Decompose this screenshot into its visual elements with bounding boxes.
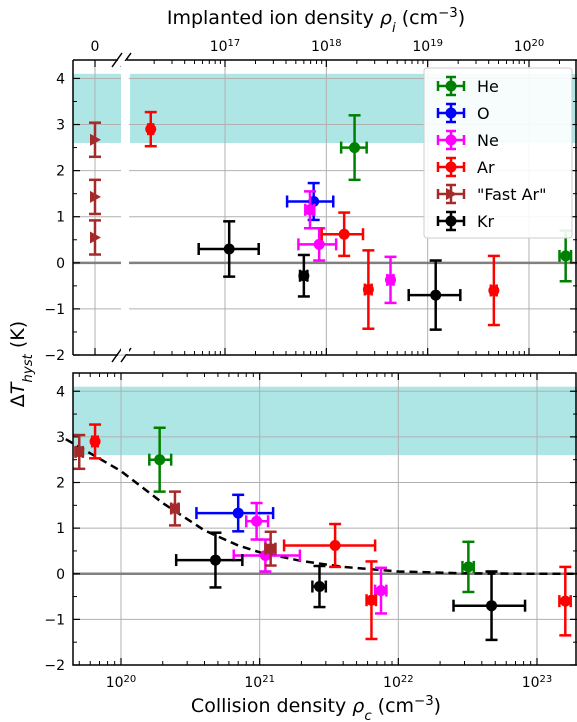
series-fastar-bottom [73, 433, 277, 567]
x-tick-label-top: 0 [91, 39, 100, 55]
data-point [90, 231, 101, 244]
y-tick-label: 1 [56, 210, 65, 226]
data-point [559, 595, 571, 607]
series-ar-bottom [89, 423, 572, 641]
legend-marker [445, 107, 457, 119]
data-point [560, 250, 572, 262]
legend-label: O [477, 104, 490, 123]
data-point [298, 270, 310, 282]
legend-marker [445, 134, 457, 146]
data-point [89, 435, 101, 447]
data-point [313, 581, 325, 593]
series-o-bottom [195, 493, 275, 533]
data-point [486, 600, 498, 612]
data-point [385, 274, 397, 286]
legend-label: Kr [477, 212, 494, 231]
legend-marker [445, 161, 457, 173]
legend-marker [445, 215, 457, 227]
x-tick-label-top: 1020 [514, 38, 545, 56]
series-ne-bottom [232, 501, 388, 615]
y-tick-label: 0 [56, 567, 65, 583]
data-point [349, 142, 361, 154]
data-point [251, 515, 263, 527]
x-axis-label-top: Implanted ion density ρi (cm−3) [167, 6, 465, 36]
legend-label: Ne [477, 131, 499, 150]
axis-break-gap [121, 61, 129, 354]
legend: He O Ne Ar "Fast Ar" Kr [423, 67, 573, 239]
x-tick-label-top: 1018 [311, 38, 342, 56]
legend-label: He [477, 77, 499, 96]
data-point [488, 284, 500, 296]
x-tick-label-top: 1017 [210, 38, 241, 56]
x-tick-label-top: 1019 [412, 38, 443, 56]
data-point [430, 289, 442, 301]
data-point [74, 446, 85, 457]
x-tick-label-bottom: 1022 [383, 674, 414, 692]
x-axis-label-bottom: Collision density ρc (cm−3) [191, 694, 441, 722]
data-point [329, 539, 341, 551]
legend-marker [445, 80, 457, 92]
series-fastar-top [89, 121, 101, 256]
data-point [313, 238, 325, 250]
axis-break-mark [111, 52, 123, 68]
data-point [232, 507, 244, 519]
y-axis-label: ΔThyst (K) [7, 321, 36, 407]
y-tick-label: 0 [56, 256, 65, 272]
data-point [362, 284, 374, 296]
data-point [365, 594, 377, 606]
y-tick-label: −1 [44, 302, 65, 318]
y-tick-label: 3 [56, 118, 65, 134]
data-point [462, 561, 474, 573]
axis-break-mark [111, 347, 123, 363]
axis-break-mark [120, 347, 132, 363]
bottom-axis-frame [72, 372, 577, 666]
x-tick-label-bottom: 1023 [522, 674, 553, 692]
y-tick-label: 1 [56, 521, 65, 537]
data-point [375, 585, 387, 597]
legend-label: "Fast Ar" [477, 185, 546, 204]
data-point [265, 543, 276, 554]
x-tick-label-bottom: 1021 [244, 674, 275, 692]
y-tick-label: −1 [44, 612, 65, 628]
data-point [154, 454, 166, 466]
y-tick-label: 4 [56, 71, 65, 87]
legend-box [423, 67, 573, 239]
data-point [338, 228, 350, 240]
shaded-band-left [73, 73, 121, 143]
data-point [209, 554, 221, 566]
series-he-bottom [148, 426, 476, 594]
x-tick-label-bottom: 1020 [106, 674, 137, 692]
series-kr-top [197, 220, 462, 331]
data-point [223, 243, 235, 255]
shaded-band [73, 386, 577, 456]
series-ar-top [144, 110, 500, 330]
series-he-top [339, 114, 573, 283]
data-point [169, 503, 180, 514]
bottom-panel: −2 −1 0 1 2 3 4 [44, 373, 577, 674]
data-point [145, 123, 157, 135]
y-tick-label: −2 [44, 348, 65, 364]
data-point [90, 133, 101, 146]
y-tick-label: 2 [56, 476, 65, 492]
legend-marker [446, 188, 457, 200]
series-ne-top [297, 190, 397, 305]
fit-curve [65, 438, 577, 576]
data-point [90, 190, 101, 203]
series-kr-bottom [174, 531, 527, 642]
y-tick-label: 2 [56, 164, 65, 180]
legend-label: Ar [477, 158, 495, 177]
y-tick-label: −2 [44, 658, 65, 674]
y-tick-label: 3 [56, 430, 65, 446]
y-tick-label: 4 [56, 384, 65, 400]
data-point [304, 204, 316, 216]
